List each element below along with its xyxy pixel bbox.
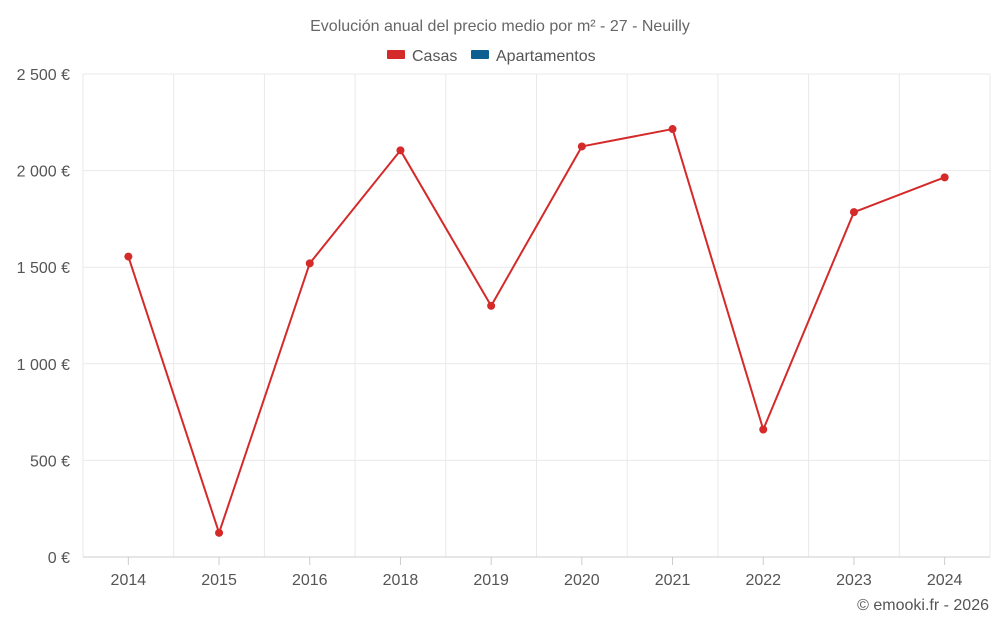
x-tick-label: 2024 [927,572,963,589]
x-tick-label: 2023 [836,572,872,589]
legend-swatch-casas [387,50,405,59]
legend: Casas Apartamentos [387,48,596,65]
x-tick-label: 2014 [111,572,147,589]
series-layer [124,125,949,537]
grid [82,73,991,557]
y-tick-label: 1 500 € [17,260,70,277]
x-tick-label: 2021 [655,572,691,589]
y-tick-label: 2 000 € [17,164,70,181]
legend-item-casas[interactable]: Casas [387,48,457,65]
data-point-casas[interactable] [124,252,133,261]
credit-text: © emooki.fr - 2026 [857,597,989,614]
data-point-casas[interactable] [396,146,405,155]
y-axis: 0 € 500 € 1 000 € 1 500 € 2 000 € 2 500 € [17,67,70,567]
x-tick-label: 2015 [201,572,237,589]
data-point-casas[interactable] [849,208,858,217]
legend-label-apartamentos: Apartamentos [496,48,596,65]
y-tick-label: 0 € [48,550,70,567]
legend-label-casas: Casas [412,48,457,65]
data-point-casas[interactable] [668,125,677,134]
x-axis: 2014 2015 2016 2018 2019 2020 2021 2022 2023 2024 [83,556,990,589]
y-tick-label: 2 500 € [17,67,70,84]
chart-title: Evolución anual del precio medio por m² … [310,18,690,35]
x-tick-label: 2016 [292,572,328,589]
data-point-casas[interactable] [305,259,314,268]
data-point-casas[interactable] [215,528,224,537]
y-tick-label: 500 € [30,453,70,470]
legend-item-apartamentos[interactable]: Apartamentos [471,48,596,65]
x-tick-label: 2018 [383,572,419,589]
x-tick-label: 2019 [473,572,509,589]
data-point-casas[interactable] [940,173,949,182]
series-line-casas [127,128,946,534]
legend-swatch-apartamentos [471,50,489,59]
data-point-casas[interactable] [759,425,768,434]
x-tick-label: 2020 [564,572,600,589]
y-tick-label: 1 000 € [17,357,70,374]
data-point-casas[interactable] [577,142,586,151]
data-point-casas[interactable] [487,301,496,310]
x-tick-label: 2022 [745,572,781,589]
